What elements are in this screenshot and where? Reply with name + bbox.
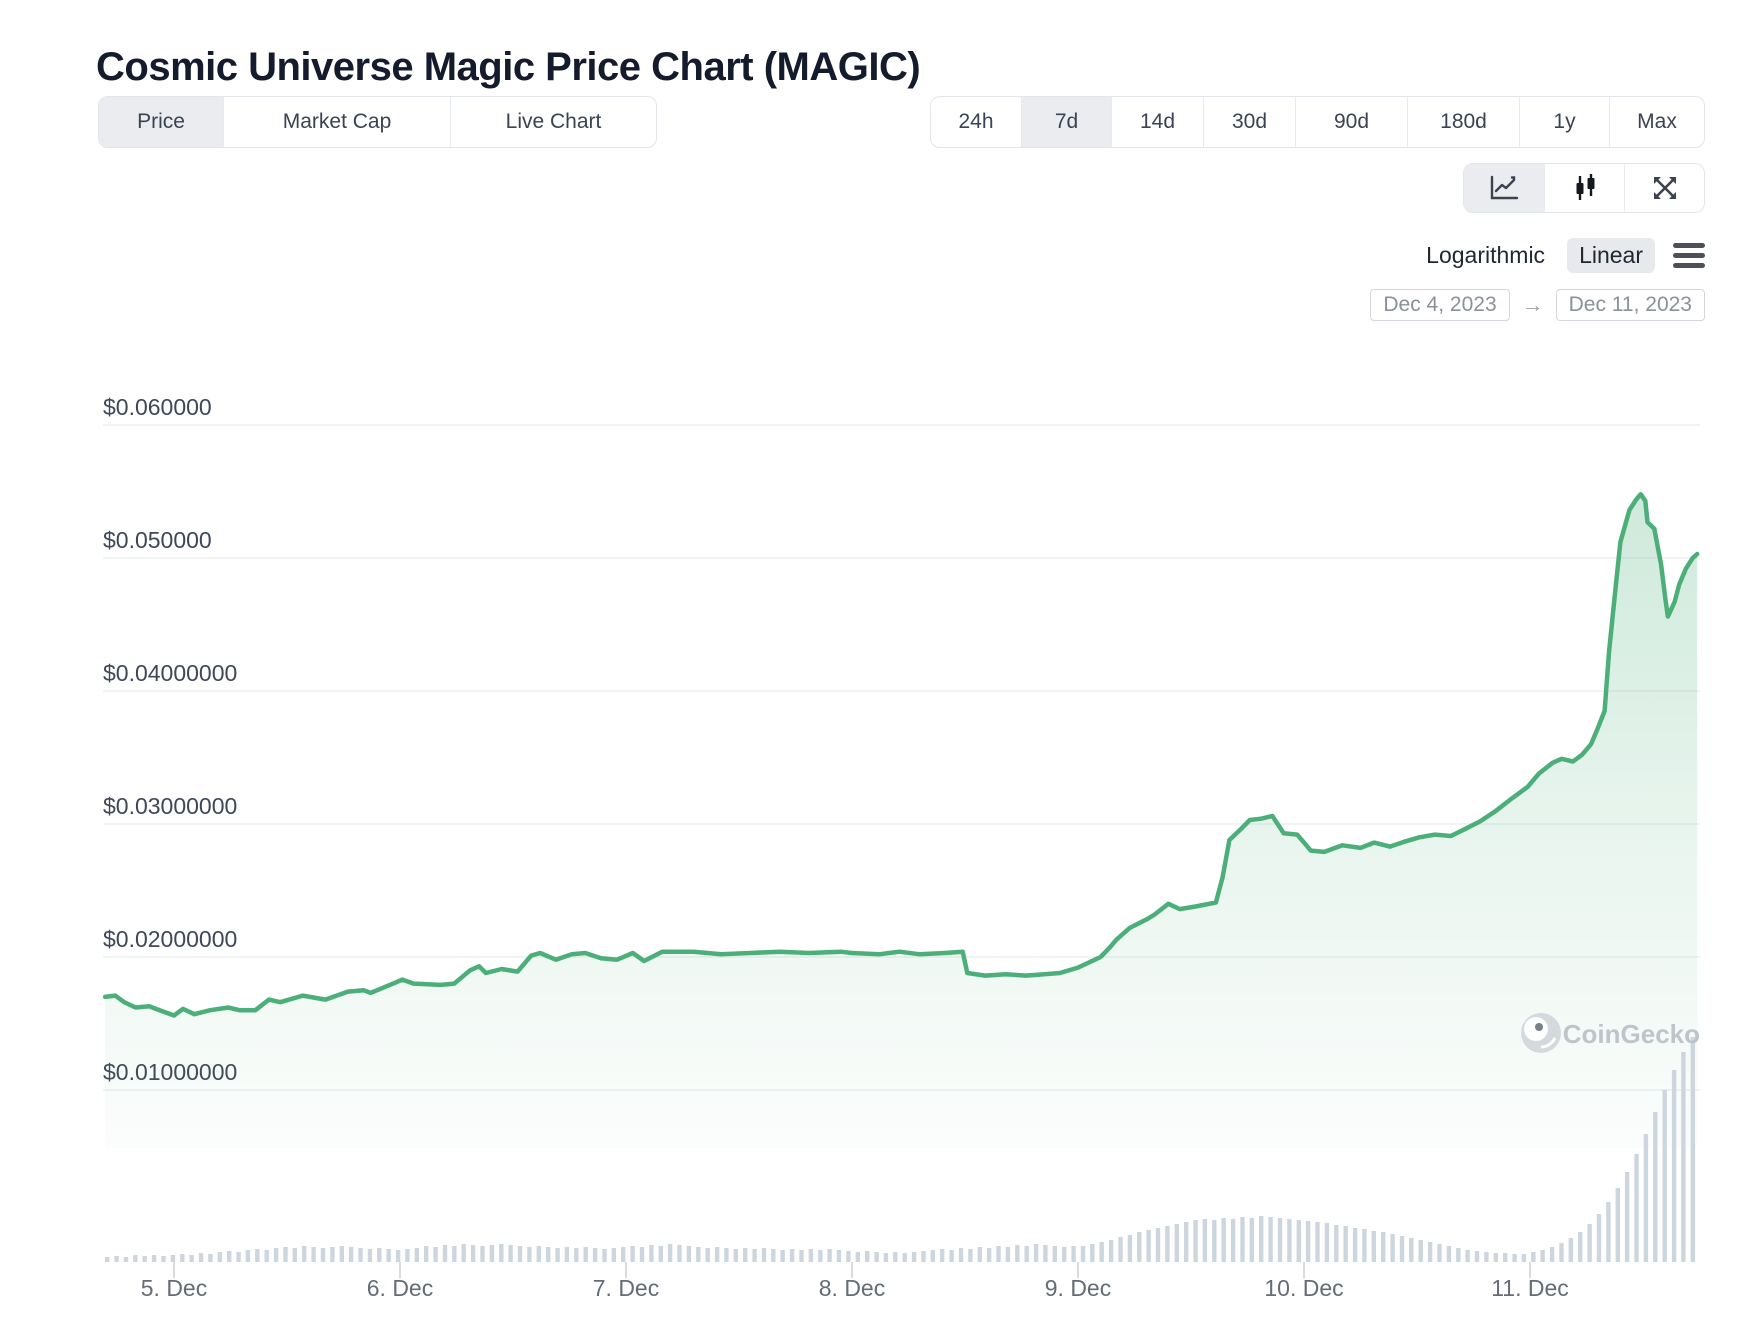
page-title: Cosmic Universe Magic Price Chart (MAGIC… bbox=[96, 44, 921, 89]
svg-text:7. Dec: 7. Dec bbox=[593, 1275, 659, 1301]
coingecko-watermark: CoinGecko bbox=[1521, 1013, 1700, 1053]
scale-logarithmic[interactable]: Logarithmic bbox=[1426, 242, 1546, 268]
date-from-input[interactable]: Dec 4, 2023 bbox=[1370, 289, 1510, 321]
range-180d[interactable]: 180d bbox=[1407, 97, 1519, 147]
arrow-right-icon: → bbox=[1521, 292, 1544, 317]
scale-linear[interactable]: Linear bbox=[1567, 238, 1655, 273]
candlestick-icon[interactable] bbox=[1544, 164, 1624, 212]
volume-bars bbox=[105, 1037, 1695, 1262]
range-1y[interactable]: 1y bbox=[1519, 97, 1609, 147]
time-range-group: 24h 7d 14d 30d 90d 180d 1y Max bbox=[930, 96, 1705, 148]
svg-text:10. Dec: 10. Dec bbox=[1264, 1275, 1343, 1301]
svg-text:$0.04000000: $0.04000000 bbox=[103, 660, 237, 686]
svg-text:8. Dec: 8. Dec bbox=[819, 1275, 885, 1301]
svg-text:9. Dec: 9. Dec bbox=[1045, 1275, 1111, 1301]
x-axis-labels: 5. Dec 6. Dec 7. Dec 8. Dec 9. Dec 10. Dec 11.… bbox=[141, 1262, 1569, 1301]
tab-market-cap[interactable]: Market Cap bbox=[223, 97, 450, 147]
tab-live-chart[interactable]: Live Chart bbox=[450, 97, 656, 147]
range-30d[interactable]: 30d bbox=[1203, 97, 1295, 147]
line-chart-icon[interactable] bbox=[1464, 164, 1544, 212]
y-axis-labels: $0.060000 $0.050000 $0.04000000 $0.03000000… bbox=[103, 394, 237, 1085]
chart-type-group bbox=[1463, 163, 1705, 213]
svg-text:$0.02000000: $0.02000000 bbox=[103, 926, 237, 952]
svg-text:$0.050000: $0.050000 bbox=[103, 527, 212, 553]
menu-icon[interactable] bbox=[1673, 241, 1705, 270]
range-90d[interactable]: 90d bbox=[1295, 97, 1407, 147]
date-to-input[interactable]: Dec 11, 2023 bbox=[1555, 289, 1705, 321]
svg-text:11. Dec: 11. Dec bbox=[1491, 1275, 1569, 1301]
price-line bbox=[102, 491, 1700, 1018]
price-area-fill bbox=[105, 494, 1698, 1148]
watermark-label: CoinGecko bbox=[1563, 1019, 1700, 1049]
date-range: Dec 4, 2023 → Dec 11, 2023 bbox=[1370, 289, 1705, 321]
svg-text:$0.060000: $0.060000 bbox=[103, 394, 212, 420]
fullscreen-icon[interactable] bbox=[1624, 164, 1704, 212]
scale-toggle: Logarithmic Linear bbox=[1422, 238, 1705, 273]
chart-tab-group: Price Market Cap Live Chart bbox=[98, 96, 657, 148]
range-7d[interactable]: 7d bbox=[1021, 97, 1111, 147]
range-14d[interactable]: 14d bbox=[1111, 97, 1203, 147]
range-24h[interactable]: 24h bbox=[931, 97, 1021, 147]
svg-text:6. Dec: 6. Dec bbox=[367, 1275, 433, 1301]
svg-text:5. Dec: 5. Dec bbox=[141, 1275, 207, 1301]
tab-price[interactable]: Price bbox=[99, 97, 223, 147]
range-max[interactable]: Max bbox=[1609, 97, 1704, 147]
svg-text:$0.03000000: $0.03000000 bbox=[103, 793, 237, 819]
